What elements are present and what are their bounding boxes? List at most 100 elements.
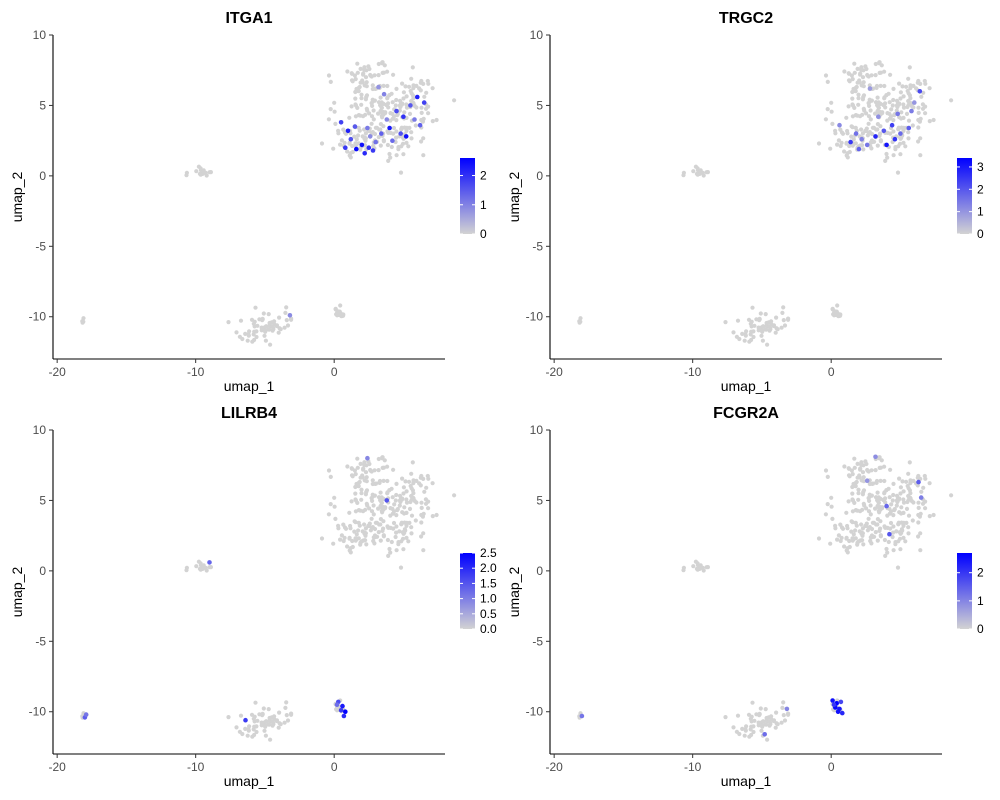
- cell-point: [350, 474, 355, 479]
- cell-point: [723, 715, 728, 720]
- cell-point: [870, 481, 875, 486]
- cell-point: [759, 728, 764, 733]
- cell-point: [424, 90, 429, 95]
- cell-point: [900, 84, 905, 89]
- cell-point: [368, 467, 373, 473]
- cell-point: [409, 130, 414, 135]
- cell-point: [395, 508, 400, 513]
- cell-point: [412, 498, 417, 504]
- expressing-cell-point: [381, 91, 387, 97]
- colorbar-tick-label: 0: [480, 227, 487, 241]
- cell-point: [400, 510, 405, 515]
- cell-point: [371, 503, 376, 508]
- cell-point: [927, 481, 932, 486]
- cell-point: [268, 342, 273, 347]
- colorbar-tick-label: 2: [977, 566, 984, 580]
- cell-point: [858, 143, 864, 148]
- cell-point: [359, 487, 364, 492]
- cell-point: [758, 706, 763, 711]
- colorbar-tick-label: 1.5: [480, 576, 497, 590]
- cell-point: [681, 568, 686, 573]
- panel-lilrb4: LILRB4 -20 -10 0 -10 -5 0 5 10 umap_1 umap_2 0.…: [9, 405, 497, 789]
- cell-point: [856, 487, 861, 492]
- cell-point: [246, 333, 251, 338]
- cell-point: [923, 111, 928, 116]
- cell-point: [878, 70, 883, 75]
- expressing-cell-point: [909, 108, 914, 114]
- cell-point: [852, 465, 857, 470]
- expressing-cell-point: [579, 713, 585, 719]
- cell-point: [916, 117, 921, 123]
- cell-point: [353, 77, 358, 82]
- cell-point: [853, 508, 858, 513]
- expressing-cell-point: [867, 86, 873, 91]
- cell-point: [240, 336, 245, 342]
- cell-point: [877, 528, 882, 533]
- cell-point: [931, 512, 936, 518]
- cell-point: [901, 489, 906, 494]
- expressing-cell-point: [864, 478, 870, 483]
- cell-point: [899, 530, 904, 535]
- expressing-cell-point: [384, 117, 390, 122]
- x-tick-label: 0: [331, 365, 338, 379]
- cell-point: [404, 523, 409, 528]
- cell-point: [226, 320, 231, 325]
- cell-point: [276, 330, 281, 335]
- cell-point: [385, 537, 390, 543]
- cell-point: [328, 474, 333, 479]
- colorbar-gradient: [460, 158, 475, 234]
- cell-point: [759, 333, 764, 338]
- y-tick-label: -5: [35, 634, 46, 648]
- cell-point: [198, 561, 203, 566]
- cell-point: [394, 135, 399, 140]
- cell-point: [882, 83, 887, 89]
- x-tick-label: -10: [187, 365, 205, 379]
- expressing-cell-point: [376, 84, 381, 90]
- cell-point: [854, 479, 859, 485]
- cell-point: [343, 526, 349, 531]
- cell-point: [889, 107, 894, 112]
- cell-point: [326, 468, 332, 473]
- y-tick-label: 0: [536, 169, 543, 183]
- cell-point: [263, 324, 269, 329]
- cell-point: [401, 485, 406, 490]
- cell-point: [905, 483, 910, 489]
- cell-point: [259, 325, 264, 330]
- cell-point: [407, 111, 413, 116]
- panel-trgc2: TRGC2 -20 -10 0 -10 -5 0 5 10 umap_1 umap_2 0 1 2…: [506, 10, 984, 394]
- cell-point: [916, 520, 921, 525]
- cell-point: [842, 544, 847, 549]
- expressing-cell-point: [881, 128, 887, 134]
- cell-point: [757, 713, 762, 718]
- cell-point: [379, 105, 384, 110]
- cell-point: [331, 541, 336, 546]
- cell-point: [376, 456, 381, 462]
- cell-point: [833, 523, 838, 528]
- cell-point: [409, 76, 414, 81]
- cell-point: [915, 80, 920, 85]
- cell-point: [397, 503, 402, 508]
- cell-point: [371, 512, 376, 517]
- cell-points: [577, 454, 954, 742]
- cell-point: [883, 553, 888, 558]
- cell-point: [906, 76, 911, 81]
- cell-point: [872, 534, 877, 539]
- cell-point: [743, 728, 748, 733]
- cell-point: [398, 104, 403, 110]
- cell-point: [339, 138, 344, 143]
- cell-point: [81, 319, 86, 324]
- expressing-cell-point: [884, 503, 889, 509]
- cell-point: [887, 100, 892, 105]
- cell-point: [823, 73, 829, 78]
- cell-point: [385, 69, 390, 74]
- cell-point: [379, 500, 384, 505]
- cell-point: [391, 520, 397, 526]
- cell-point: [780, 705, 785, 710]
- cell-point: [408, 483, 413, 489]
- expressing-cell-point: [83, 712, 89, 717]
- cell-point: [353, 472, 358, 477]
- cell-point: [899, 135, 904, 140]
- cell-point: [846, 499, 851, 504]
- cell-point: [872, 139, 877, 144]
- y-tick-label: -5: [532, 239, 543, 253]
